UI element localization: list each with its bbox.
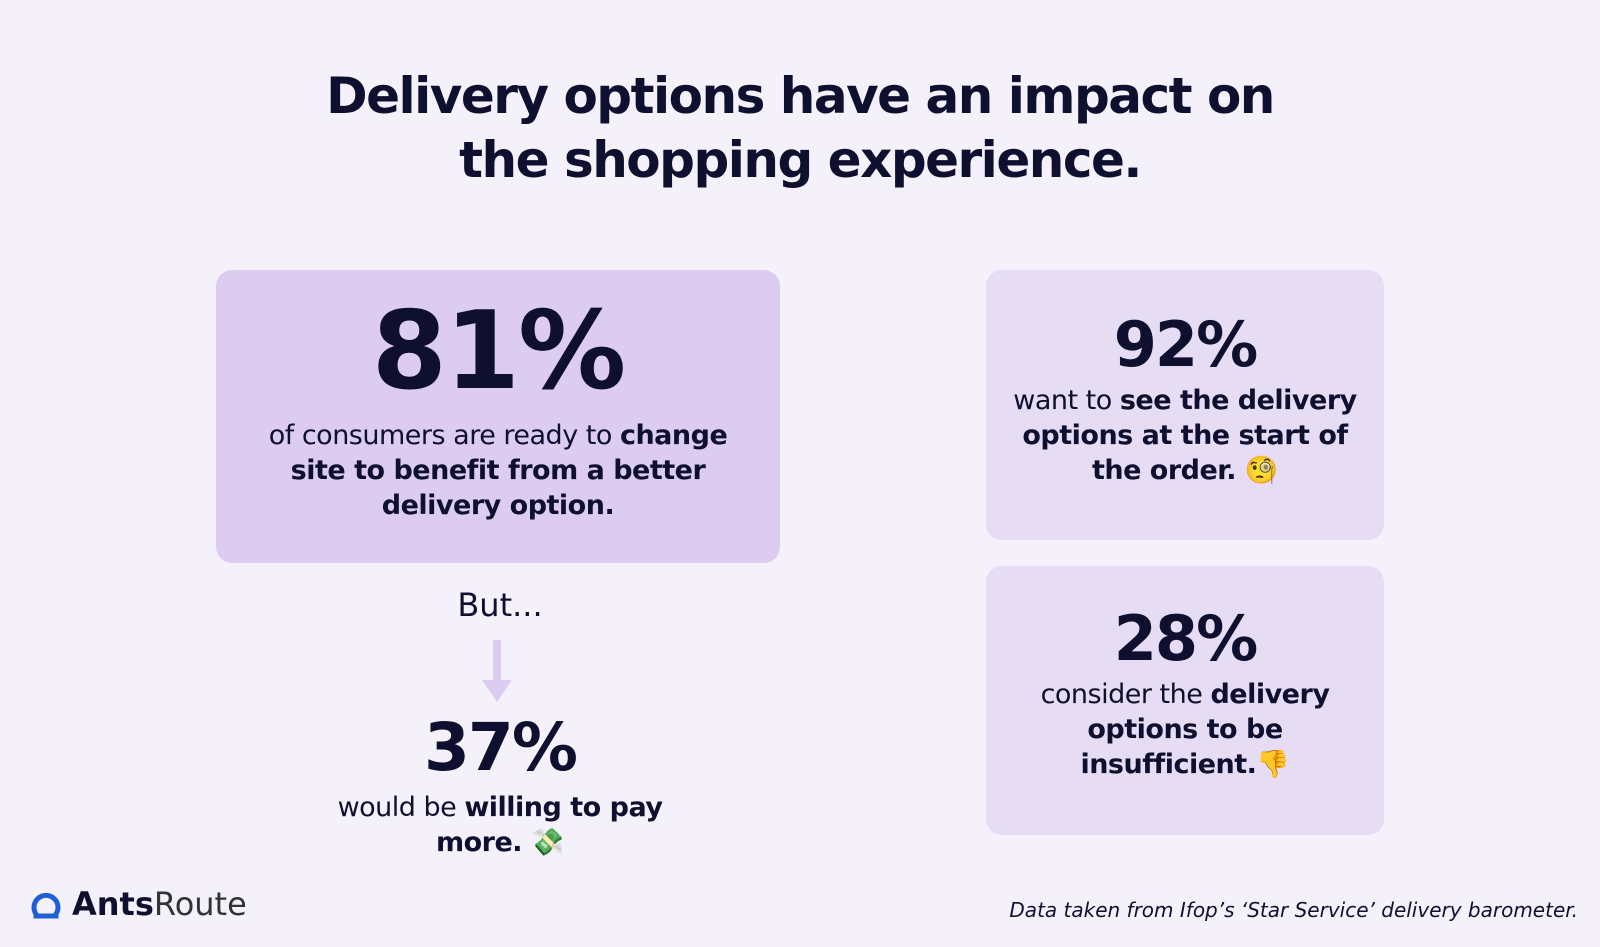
bold-text: change site to benefit from a better del… — [290, 420, 728, 521]
text: want to — [1013, 385, 1120, 416]
stat-card: 81% of consumers are ready to change sit… — [216, 270, 780, 563]
text: of consumers are ready to — [268, 420, 620, 451]
title: Delivery options have an impact on — [326, 67, 1275, 125]
title: the shopping experience. — [459, 131, 1142, 189]
logo-light: Route — [153, 885, 247, 923]
text: consider the — [1040, 679, 1211, 710]
connector: But... — [457, 586, 543, 624]
stat-text: of consumers are ready to change site to… — [266, 418, 730, 523]
stat-text: would be willing to pay more. 💸 — [335, 790, 665, 860]
stat-figure: 81% — [371, 289, 627, 414]
stat-figure: 92% — [1113, 308, 1258, 381]
stat-text: consider the delivery options to be insu… — [1026, 677, 1344, 782]
logo-bold: Ants — [72, 885, 154, 923]
stat-text: want to see the delivery options at the … — [1006, 383, 1364, 488]
stat-figure: 28% — [1113, 602, 1258, 675]
text: would be — [337, 792, 465, 823]
arrow — [482, 640, 512, 702]
logo: AntsRoute — [72, 884, 247, 924]
source-note: Data taken from Ifop’s ‘Star Service’ de… — [1009, 898, 1578, 922]
stat-figure: 37% — [424, 709, 578, 786]
bold-text: see the delivery options at the start of… — [1022, 385, 1357, 486]
stat-card: 92% want to see the delivery options at … — [986, 270, 1384, 540]
logo-icon — [31, 892, 61, 919]
stat-card: 28% consider the delivery options to be … — [986, 566, 1384, 835]
bold-text: delivery options to be insufficient.👎 — [1080, 679, 1330, 780]
bold-text: willing to pay more. 💸 — [435, 792, 663, 858]
